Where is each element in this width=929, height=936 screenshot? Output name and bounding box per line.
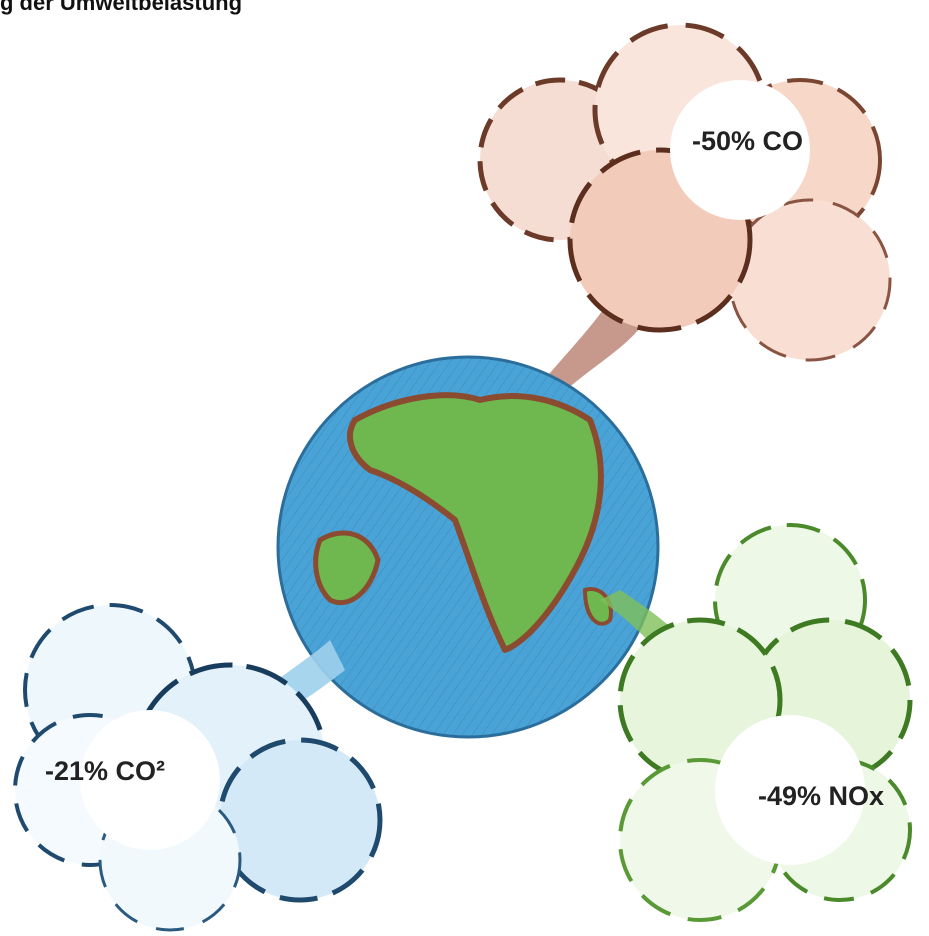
co2-cloud [13,603,383,932]
nox-label: -49% NOx [758,781,884,811]
globe [276,355,660,739]
co-cloud [477,22,892,395]
nox-cloud [600,523,913,922]
page-title: g der Umweltbelastung [0,0,242,15]
co2-label: -21% CO² [45,756,165,786]
co-label: -50% CO [692,126,803,156]
